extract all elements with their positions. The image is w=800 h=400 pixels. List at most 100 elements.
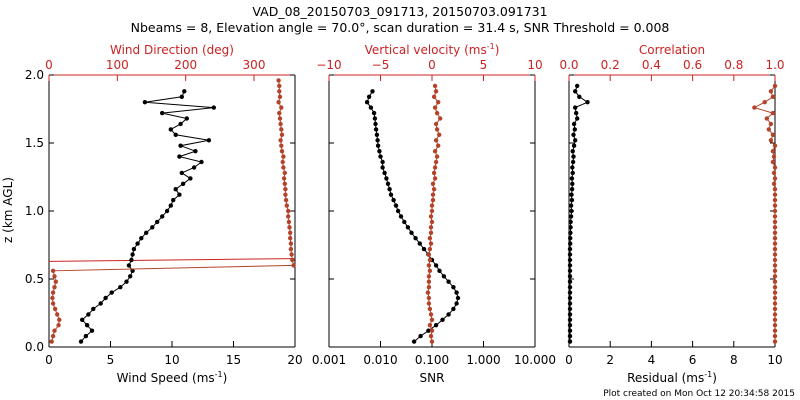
data-point-residual <box>567 328 573 333</box>
bottom-tick-label: 1.000 <box>466 353 500 367</box>
data-point-correlation <box>771 170 777 176</box>
data-point-residual <box>577 94 582 100</box>
data-point-vertical-velocity <box>438 116 443 121</box>
data-point-correlation <box>772 219 778 225</box>
data-point-vertical-velocity <box>431 170 437 176</box>
data-point-wind-speed <box>86 312 91 317</box>
data-point-snr <box>393 203 399 208</box>
data-point-residual <box>567 312 573 317</box>
y-tick-label: 2.0 <box>25 68 44 82</box>
data-point-vertical-velocity <box>432 165 438 170</box>
data-point-wind-direction <box>53 279 58 284</box>
data-point-wind-direction <box>286 214 291 219</box>
y-tick-label: 1.0 <box>25 204 44 218</box>
data-point-wind-speed <box>103 295 108 301</box>
data-point-correlation <box>768 121 774 127</box>
data-point-residual <box>574 110 579 116</box>
correlation-residual-panel: 0 2 4 6 8 10 0.0 0.2 0.4 0.6 0.8 1.0 Residual (ms-1)… <box>559 43 784 385</box>
data-point-wind-speed <box>109 290 114 295</box>
y-tick-label: 0.5 <box>25 272 44 286</box>
data-point-vertical-velocity <box>425 290 431 295</box>
data-point-residual <box>568 236 573 241</box>
top-axis-label: Correlation <box>639 43 705 57</box>
data-point-wind-direction <box>56 323 61 328</box>
data-point-snr <box>454 301 459 306</box>
data-point-vertical-velocity <box>434 127 440 132</box>
top-tick-label: 10 <box>527 58 542 72</box>
data-point-correlation <box>772 290 778 295</box>
data-point-residual <box>567 252 573 257</box>
data-point-residual <box>568 214 574 219</box>
data-point-vertical-velocity <box>430 197 436 203</box>
data-point-correlation <box>770 132 776 137</box>
data-point-residual <box>569 176 575 181</box>
data-point-correlation <box>770 149 776 154</box>
data-point-vertical-velocity <box>429 328 435 333</box>
data-point-wind-direction <box>282 170 287 176</box>
top-tick-label: 100 <box>106 58 129 72</box>
y-tick-label: 1.5 <box>25 136 44 150</box>
data-point-wind-direction <box>279 149 285 154</box>
data-point-residual <box>568 219 573 225</box>
data-point-wind-speed <box>98 301 103 306</box>
data-point-wind-speed <box>130 252 135 257</box>
data-point-vertical-velocity <box>426 279 432 284</box>
data-point-wind-speed <box>118 285 123 290</box>
data-point-vertical-velocity <box>426 295 432 301</box>
data-point-vertical-velocity <box>433 159 439 165</box>
data-point-wind-speed <box>206 138 212 143</box>
data-point-snr <box>373 127 379 132</box>
data-point-vertical-velocity <box>433 89 439 94</box>
top-axis-label: Vertical velocity (ms-1) <box>365 42 500 57</box>
data-point-wind-speed <box>131 246 137 252</box>
data-point-residual <box>567 317 573 322</box>
data-point-correlation <box>772 328 778 333</box>
data-point-wind-direction <box>49 339 54 344</box>
data-point-wind-speed <box>173 132 178 137</box>
data-point-snr <box>418 333 423 339</box>
data-point-wind-direction <box>52 285 57 290</box>
data-point-correlation <box>772 252 778 257</box>
data-point-wind-speed <box>144 230 149 235</box>
data-point-wind-direction <box>55 312 60 317</box>
data-point-snr <box>446 279 451 284</box>
data-point-wind-direction <box>52 328 57 333</box>
data-point-wind-speed <box>164 208 170 214</box>
data-point-wind-speed <box>211 105 216 110</box>
data-point-wind-direction <box>283 187 288 192</box>
data-point-correlation <box>768 138 774 143</box>
data-point-residual <box>573 105 578 110</box>
data-point-wind-direction <box>286 219 292 225</box>
data-point-wind-direction <box>283 192 288 197</box>
data-point-wind-direction <box>276 78 281 83</box>
data-point-vertical-velocity <box>431 187 437 192</box>
top-tick-label: 5 <box>480 58 488 72</box>
data-point-snr <box>385 181 391 186</box>
data-point-residual <box>570 170 575 176</box>
data-point-residual <box>567 279 573 284</box>
data-point-wind-speed <box>171 197 176 203</box>
data-point-correlation <box>772 339 778 344</box>
data-point-snr <box>437 268 442 273</box>
data-point-wind-speed <box>129 257 134 263</box>
data-point-residual <box>573 138 578 143</box>
data-point-wind-direction <box>284 203 289 208</box>
data-point-correlation <box>772 176 778 181</box>
data-point-correlation <box>771 154 777 159</box>
data-point-residual <box>573 89 578 94</box>
data-point-residual <box>568 241 573 246</box>
bottom-tick-label: 20 <box>287 353 302 367</box>
data-point-wind-speed <box>199 159 204 165</box>
y-tick-label: 0.0 <box>25 340 44 354</box>
data-point-correlation <box>772 187 778 192</box>
data-point-snr <box>433 263 439 268</box>
bottom-tick-label: 2 <box>606 353 614 367</box>
data-point-residual <box>567 323 573 328</box>
data-point-wind-speed <box>178 143 183 148</box>
data-point-wind-speed <box>83 333 89 339</box>
data-point-snr <box>451 285 456 290</box>
data-point-snr <box>441 274 447 279</box>
bottom-tick-label: 0 <box>565 353 573 367</box>
data-point-vertical-velocity <box>427 306 433 312</box>
